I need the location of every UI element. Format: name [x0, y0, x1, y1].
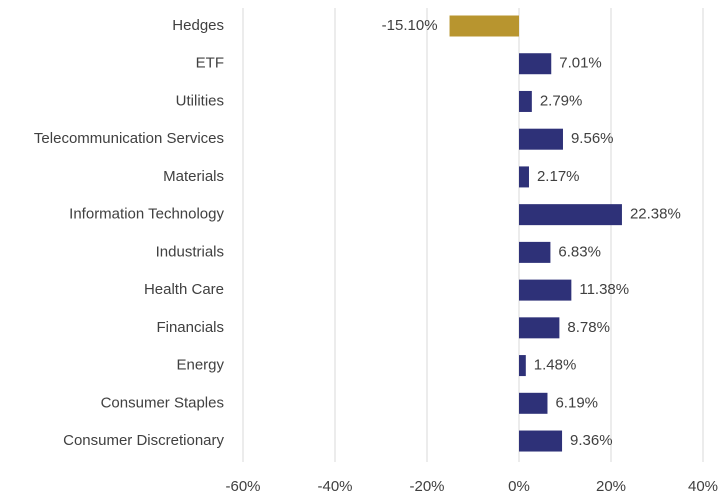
- bar: [519, 241, 551, 263]
- bar: [519, 53, 552, 75]
- value-label: 6.19%: [555, 394, 598, 411]
- value-label: 22.38%: [630, 206, 681, 223]
- bar: [519, 430, 563, 452]
- value-label: 11.38%: [579, 281, 629, 298]
- bar: [519, 128, 563, 150]
- x-tick-label: 20%: [596, 478, 626, 493]
- y-tick-label: Materials: [163, 168, 224, 185]
- y-tick-label: Health Care: [144, 281, 224, 298]
- value-label: 2.17%: [537, 168, 580, 185]
- y-tick-label: Energy: [176, 357, 224, 374]
- bar: [519, 204, 622, 226]
- x-tick-label: -40%: [317, 478, 352, 493]
- x-tick-label: 0%: [508, 478, 530, 493]
- value-label: 6.83%: [558, 243, 601, 260]
- x-tick-label: -60%: [225, 478, 260, 493]
- y-tick-label: Industrials: [156, 243, 224, 260]
- value-label: 9.56%: [571, 130, 614, 147]
- y-tick-label: Consumer Staples: [101, 394, 224, 411]
- bar: [519, 279, 572, 301]
- value-label: -15.10%: [382, 17, 438, 34]
- y-tick-label: Financials: [156, 319, 224, 336]
- y-tick-label: Telecommunication Services: [34, 130, 224, 147]
- x-tick-label: 40%: [688, 478, 718, 493]
- value-label: 9.36%: [570, 432, 613, 449]
- y-tick-label: ETF: [196, 55, 224, 72]
- value-label: 7.01%: [559, 55, 602, 72]
- value-label: 8.78%: [567, 319, 610, 336]
- y-tick-label: Consumer Discretionary: [63, 432, 224, 449]
- bar: [519, 392, 548, 414]
- value-label: 2.79%: [540, 92, 583, 109]
- y-tick-label: Information Technology: [69, 206, 224, 223]
- bar: [519, 90, 532, 112]
- bar: [449, 15, 519, 37]
- y-tick-label: Utilities: [176, 92, 224, 109]
- bar: [519, 355, 526, 377]
- bar: [519, 317, 560, 339]
- value-label: 1.48%: [534, 357, 577, 374]
- x-tick-label: -20%: [409, 478, 444, 493]
- bar: [519, 166, 529, 188]
- y-tick-label: Hedges: [172, 17, 224, 34]
